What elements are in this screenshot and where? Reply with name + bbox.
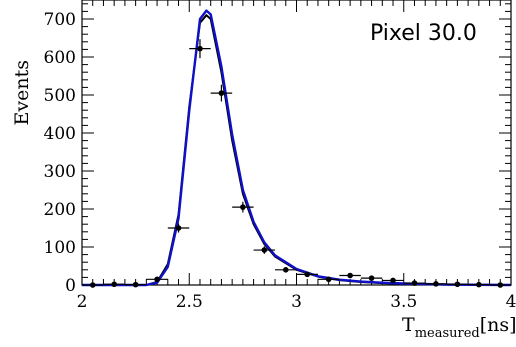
data-point xyxy=(253,246,276,254)
data-point xyxy=(146,276,168,283)
data-point xyxy=(403,280,426,286)
data-point xyxy=(210,84,233,102)
y-axis: 0 100 200 300 400 500 600 700 xyxy=(44,3,511,296)
data-marker xyxy=(476,281,482,288)
y-tick-label: 600 xyxy=(44,48,76,68)
data-point xyxy=(82,282,104,288)
x-tick-label: 4 xyxy=(506,292,516,312)
data-point xyxy=(360,275,383,281)
data-point xyxy=(425,281,447,287)
x-axis-title-main: T xyxy=(402,314,415,336)
y-tick-label: 100 xyxy=(44,238,76,258)
data-marker xyxy=(261,247,268,253)
data-point xyxy=(103,281,125,288)
data-marker xyxy=(111,281,117,288)
data-point xyxy=(189,39,211,59)
fit-curve-2 xyxy=(82,9,512,287)
data-point xyxy=(232,201,254,213)
x-axis-title-unit: [ns] xyxy=(480,314,516,336)
x-tick-label: 3.5 xyxy=(390,292,417,312)
data-marker xyxy=(240,204,246,210)
data-marker xyxy=(454,281,461,288)
y-tick-label: 200 xyxy=(44,200,76,220)
data-point xyxy=(339,272,361,279)
data-marker xyxy=(411,280,418,286)
y-tick-label: 400 xyxy=(44,124,76,144)
data-point xyxy=(382,277,404,284)
y-axis-title: Events xyxy=(11,60,33,125)
data-point xyxy=(167,223,190,233)
data-marker xyxy=(325,276,332,283)
x-axis-title-sub: measured xyxy=(415,326,480,341)
x-axis: 2 2.5 3 3.5 4 xyxy=(77,0,516,312)
data-marker xyxy=(197,45,203,52)
data-point xyxy=(317,276,340,283)
x-tick-label: 3 xyxy=(291,292,302,312)
data-marker xyxy=(390,277,396,284)
data-marker xyxy=(347,272,353,279)
y-tick-label: 0 xyxy=(65,276,76,296)
data-marker xyxy=(154,276,160,283)
data-point xyxy=(296,271,318,278)
data-marker xyxy=(175,225,182,231)
data-point xyxy=(468,281,490,288)
y-tick-label: 300 xyxy=(44,162,76,182)
data-marker xyxy=(282,267,289,273)
x-tick-label: 2.5 xyxy=(176,292,203,312)
data-point xyxy=(489,282,511,288)
y-tick-label: 500 xyxy=(44,86,76,106)
x-axis-title: Tmeasured[ns] xyxy=(402,314,516,341)
annotation-label: Pixel 30.0 xyxy=(370,21,477,46)
data-marker xyxy=(89,282,96,288)
data-marker xyxy=(218,90,225,96)
data-marker xyxy=(433,281,439,287)
x-tick-label: 2 xyxy=(77,292,88,312)
data-marker xyxy=(132,281,139,288)
y-tick-label: 700 xyxy=(44,10,76,30)
data-point xyxy=(446,281,469,288)
data-points xyxy=(82,39,511,288)
fit-curves xyxy=(82,9,512,287)
data-marker xyxy=(304,271,311,278)
data-marker xyxy=(368,275,375,281)
data-marker xyxy=(497,282,504,288)
data-point xyxy=(275,267,297,273)
fit-curve-1 xyxy=(82,14,512,286)
data-point xyxy=(124,281,147,288)
